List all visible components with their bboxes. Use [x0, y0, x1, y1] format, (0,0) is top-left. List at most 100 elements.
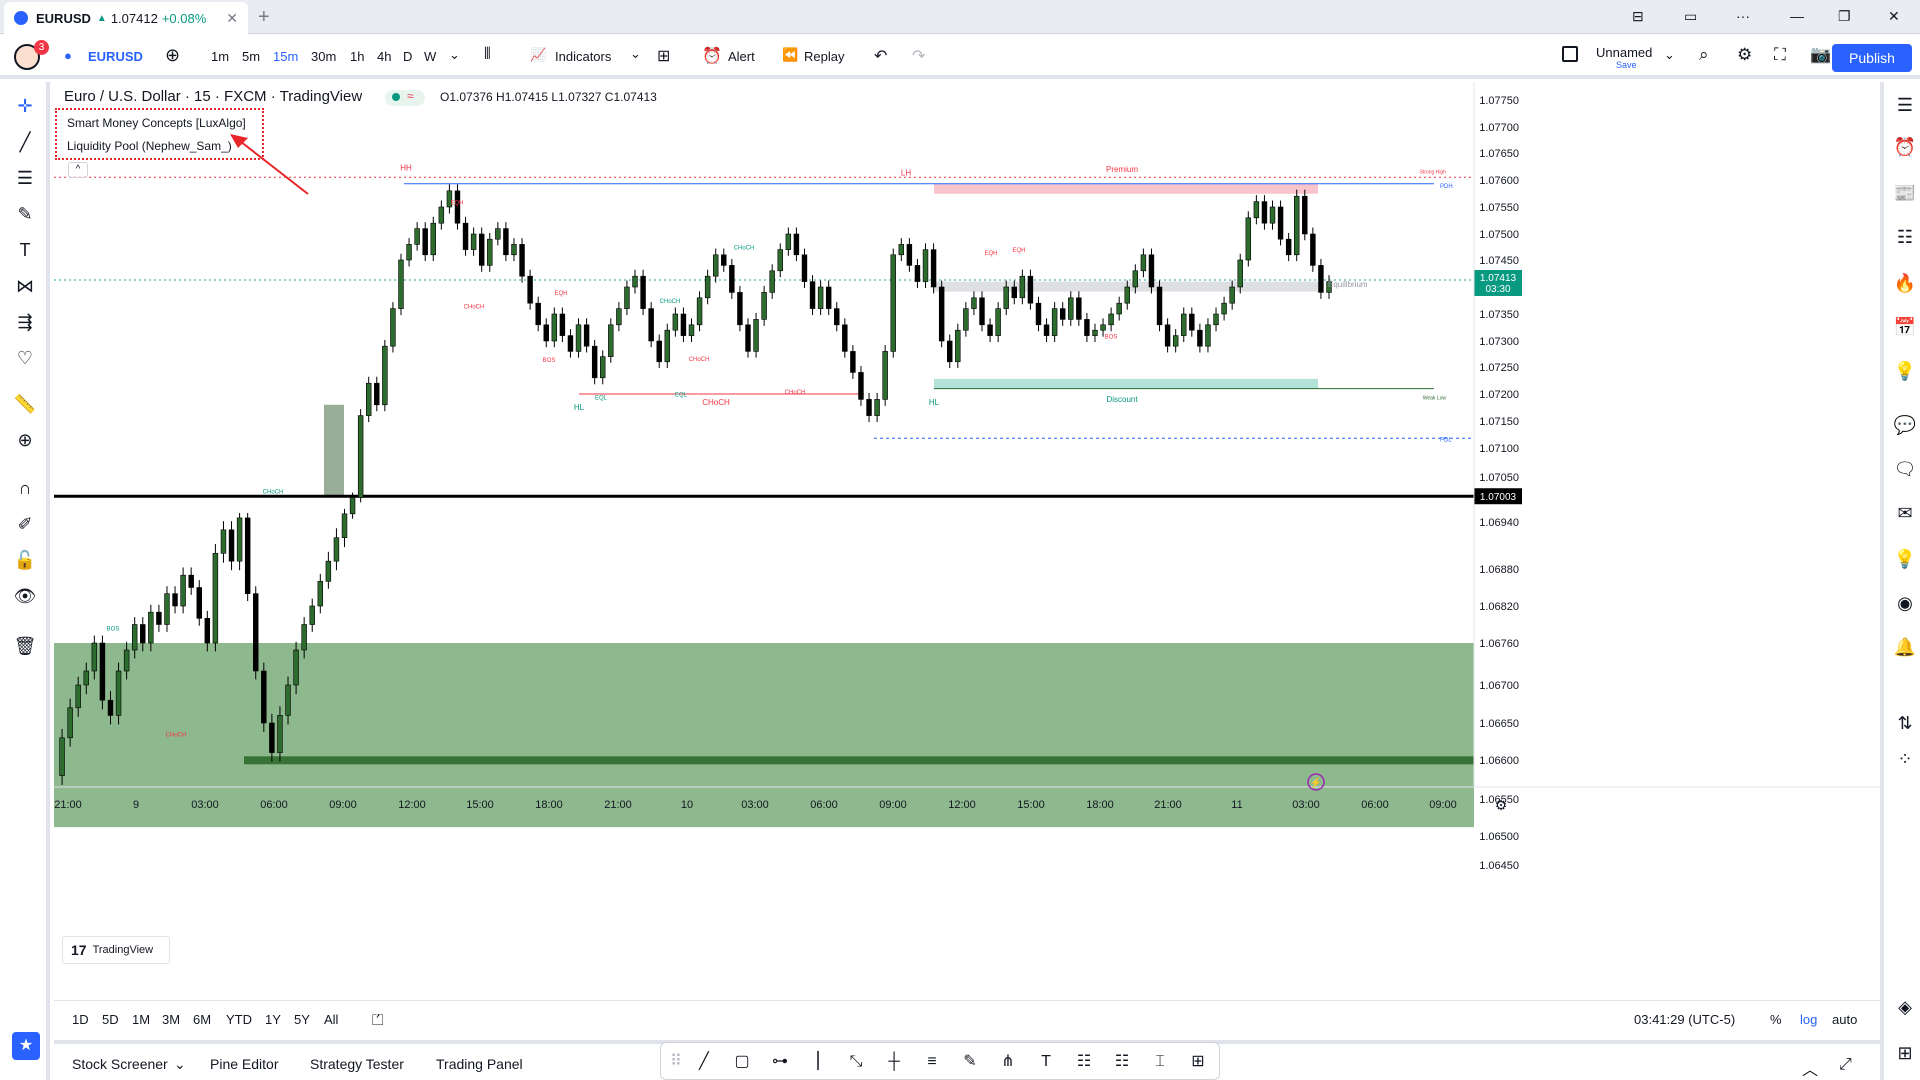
parallel-channel-icon[interactable]: ≡ [927, 1053, 937, 1070]
prediction-tool-icon[interactable]: ⇶ [17, 312, 33, 332]
interval-4h[interactable]: 4h [377, 49, 392, 64]
pen-tool-icon[interactable]: ✎ [963, 1053, 977, 1070]
browser-tab[interactable]: EURUSD ▲ 1.07412 +0.08% ✕ [4, 2, 248, 34]
range-5d[interactable]: 5D [102, 1012, 119, 1027]
range-1m[interactable]: 1M [132, 1012, 151, 1027]
watchlist-star-icon[interactable]: ★ [12, 1032, 40, 1060]
price-chart[interactable]: HH LH HL HL EQH EQH EQH EQH EQL EQL CHoCH CHoCH CHoC… [54, 82, 1880, 996]
templates-dropdown-icon[interactable]: ⌄ [630, 46, 641, 61]
notifications-bell-icon[interactable]: 🔔 [1893, 637, 1917, 657]
undo-icon[interactable]: ↶ [874, 48, 888, 65]
hide-eye-icon[interactable]: 👁 [13, 586, 37, 606]
range-1y[interactable]: 1Y [265, 1012, 281, 1027]
zoom-in-icon[interactable]: ⊕ [17, 430, 33, 450]
range-ytd[interactable]: YTD [226, 1012, 252, 1027]
crosshair-icon[interactable]: ✛ [17, 96, 33, 116]
percent-scale-toggle[interactable]: % [1770, 1012, 1782, 1027]
long-position-icon[interactable]: ☷ [1076, 1053, 1092, 1070]
line-tool-icon[interactable]: ╱ [699, 1053, 709, 1070]
restore-icon[interactable]: ❐ [1838, 8, 1851, 24]
vertical-line-icon[interactable]: ⎮ [813, 1053, 823, 1070]
chart-area[interactable]: HH LH HL HL EQH EQH EQH EQH EQL EQL CHoCH CHoCH CHoC… [54, 82, 1880, 996]
broadcast-icon[interactable]: ◉ [1897, 593, 1913, 613]
compare-symbol-icon[interactable]: ⊕ [165, 45, 181, 65]
tab-strategy-tester[interactable]: Strategy Tester [310, 1056, 404, 1072]
interval-5m[interactable]: 5m [242, 49, 261, 64]
interval-15m[interactable]: 15m [273, 49, 299, 64]
auto-scale-toggle[interactable]: auto [1832, 1012, 1858, 1027]
text-icon[interactable]: T [1041, 1053, 1051, 1070]
indicators-icon[interactable]: 📈 [530, 47, 547, 62]
streams-icon[interactable]: 💡 [1893, 549, 1917, 569]
pattern-tool-icon[interactable]: ⋈ [16, 276, 34, 296]
layers-icon[interactable]: ◈ [1898, 997, 1912, 1017]
interval-d[interactable]: D [403, 49, 413, 64]
window-layout-icon[interactable]: ▭ [1684, 8, 1698, 24]
rectangle-tool-icon[interactable]: ▢ [734, 1053, 750, 1070]
indicator-smc[interactable]: Smart Money Concepts [LuxAlgo] [67, 116, 246, 130]
settings-gear-icon[interactable]: ⚙ [1737, 45, 1753, 64]
stock-screener-dropdown-icon[interactable]: ⌄ [174, 1056, 186, 1072]
magnet-icon[interactable]: ∩ [18, 478, 32, 498]
help-icon[interactable]: ⊞ [1897, 1043, 1913, 1063]
fullscreen-icon[interactable]: ⛶ [1774, 45, 1786, 64]
replay-icon[interactable]: ⏪ [782, 47, 799, 62]
chart-legend-title[interactable]: Euro / U.S. Dollar · 15 · FXCM · Trading… [64, 88, 363, 105]
trash-icon[interactable]: 🗑 [13, 636, 37, 656]
pitchfork-icon[interactable]: ⋔ [1001, 1053, 1015, 1070]
redo-icon[interactable]: ↷ [912, 48, 926, 65]
brush-icon[interactable]: ✎ [17, 204, 33, 224]
new-tab-icon[interactable]: + [258, 6, 270, 28]
tab-pine-editor[interactable]: Pine Editor [210, 1056, 279, 1072]
camera-snapshot-icon[interactable]: 📷 [1810, 45, 1832, 64]
collapse-legend-button[interactable]: ^ [68, 162, 88, 178]
alert-button[interactable]: Alert [728, 49, 755, 64]
hotlists-fire-icon[interactable]: 🔥 [1893, 273, 1917, 293]
alerts-clock-icon[interactable]: ⏰ [1893, 137, 1917, 157]
more-icon[interactable]: ··· [1736, 8, 1750, 24]
ideas-bulb-icon[interactable]: 💡 [1893, 361, 1917, 381]
close-tab-icon[interactable]: ✕ [226, 9, 238, 26]
symbol-search-button[interactable]: EURUSD [88, 49, 143, 64]
interval-dropdown-icon[interactable]: ⌄ [449, 47, 460, 62]
dom-icon[interactable]: ⁘ [1897, 749, 1913, 769]
tab-trading-panel[interactable]: Trading Panel [436, 1056, 523, 1072]
date-range-icon[interactable]: ⌶ [1155, 1053, 1165, 1070]
alert-icon[interactable]: ⏰ [702, 48, 722, 65]
short-position-icon[interactable]: ☷ [1114, 1053, 1130, 1070]
interval-1m[interactable]: 1m [211, 49, 230, 64]
horizontal-ray-icon[interactable]: ⊶ [772, 1053, 788, 1070]
interval-w[interactable]: W [424, 49, 437, 64]
collapse-panel-icon[interactable]: ︿ [1802, 1062, 1819, 1079]
trend-line-icon[interactable]: ╱ [19, 132, 31, 152]
indicator-liquidity-pool[interactable]: Liquidity Pool (Nephew_Sam_) [67, 139, 232, 153]
publish-button[interactable]: Publish [1832, 44, 1912, 72]
price-range-icon[interactable]: ⊞ [1191, 1053, 1205, 1070]
favorites-heart-icon[interactable]: ♡ [16, 348, 34, 368]
tab-stock-screener[interactable]: Stock Screener [72, 1056, 168, 1072]
layout-save-label[interactable]: Save [1616, 60, 1637, 70]
ruler-icon[interactable]: 📏 [13, 394, 37, 414]
path-tool-icon[interactable]: ⤡ [849, 1053, 863, 1070]
cross-line-icon[interactable]: ┼ [888, 1053, 900, 1070]
range-3m[interactable]: 3M [162, 1012, 181, 1027]
range-1d[interactable]: 1D [72, 1012, 89, 1027]
maximize-panel-icon[interactable]: ⤢ [1839, 1056, 1852, 1073]
candle-type-icon[interactable]: ⫴ [484, 46, 491, 63]
search-icon[interactable]: ⌕ [1699, 45, 1709, 64]
messages-icon[interactable]: ✉ [1897, 503, 1913, 523]
screen-share-icon[interactable]: ⊟ [1632, 8, 1644, 24]
indicators-button[interactable]: Indicators [555, 49, 612, 64]
log-scale-toggle[interactable]: log [1800, 1012, 1818, 1027]
trading-icon[interactable]: ⇅ [1897, 713, 1913, 733]
interval-1h[interactable]: 1h [350, 49, 365, 64]
minimize-icon[interactable]: — [1790, 8, 1804, 24]
close-window-icon[interactable]: ✕ [1888, 8, 1900, 24]
layout-name[interactable]: Unnamed [1596, 45, 1653, 60]
range-6m[interactable]: 6M [193, 1012, 212, 1027]
layout-square-icon[interactable] [1562, 46, 1578, 62]
news-icon[interactable]: 📰 [1893, 183, 1917, 203]
calendar-icon[interactable]: 📅 [1893, 317, 1917, 337]
lock-icon[interactable]: 🔓 [13, 550, 37, 570]
drag-handle-icon[interactable]: ⠿ [670, 1053, 682, 1070]
